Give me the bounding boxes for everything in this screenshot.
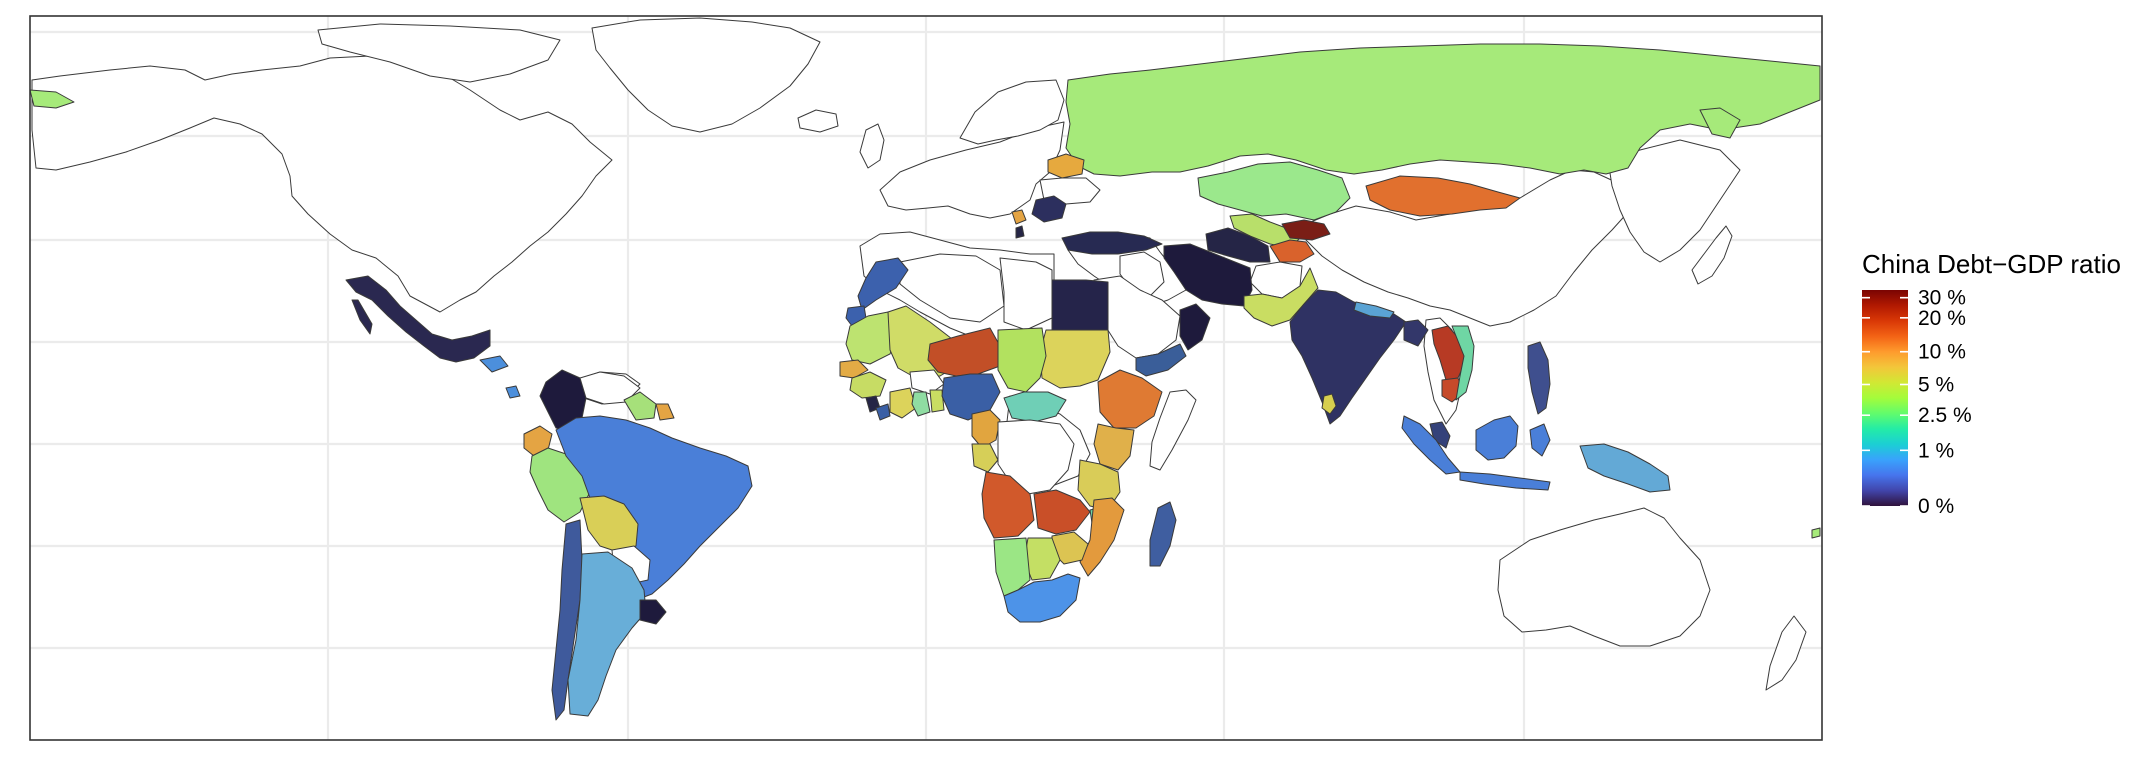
country-png bbox=[1579, 443, 1671, 493]
country-liberia bbox=[875, 403, 891, 421]
country-russia-alaska-tip bbox=[29, 89, 75, 109]
country-senegal bbox=[839, 359, 869, 379]
country-mexico bbox=[345, 275, 491, 363]
country-guatemala bbox=[479, 355, 509, 373]
country-niger bbox=[927, 327, 1001, 377]
map-frame bbox=[29, 15, 1823, 741]
country-nepal bbox=[1353, 301, 1395, 319]
legend-colorbar bbox=[1862, 290, 1908, 506]
country-zambia bbox=[1033, 489, 1091, 535]
legend-tick-label: 0 % bbox=[1918, 495, 1954, 518]
country-chad bbox=[997, 327, 1047, 393]
country-drc bbox=[997, 419, 1075, 495]
country-togo-benin bbox=[929, 389, 945, 413]
country-cote-divoire bbox=[889, 387, 917, 419]
country-pakistan bbox=[1243, 267, 1319, 327]
country-guinea bbox=[849, 371, 887, 399]
iceland bbox=[797, 109, 839, 133]
country-philippines bbox=[1527, 341, 1551, 415]
arctic-islands bbox=[317, 23, 561, 83]
country-cameroon bbox=[971, 409, 1001, 449]
countries bbox=[29, 43, 1821, 721]
britain bbox=[859, 123, 885, 169]
country-russia-kamchatka bbox=[1699, 107, 1741, 139]
country-kazakhstan bbox=[1197, 161, 1351, 221]
country-mauritania bbox=[845, 311, 901, 365]
country-turkmenistan bbox=[1205, 227, 1271, 263]
country-bolivia bbox=[579, 495, 639, 553]
country-falklands bbox=[1811, 527, 1821, 539]
somalia bbox=[1149, 389, 1197, 471]
country-borneo bbox=[1475, 415, 1519, 461]
scandinavia bbox=[959, 79, 1065, 145]
country-ghana bbox=[911, 391, 931, 417]
country-madagascar bbox=[1149, 501, 1177, 567]
country-bangladesh bbox=[1403, 319, 1429, 347]
east-asia bbox=[1607, 139, 1741, 263]
legend-tick-label: 30 % bbox=[1918, 287, 1966, 310]
country-india bbox=[1289, 289, 1407, 425]
north-america-landmass bbox=[31, 55, 613, 313]
country-yemen bbox=[1135, 343, 1187, 377]
country-morocco bbox=[857, 257, 909, 311]
country-ethiopia bbox=[1097, 369, 1163, 429]
country-belarus bbox=[1047, 153, 1085, 179]
country-car bbox=[1003, 391, 1067, 423]
country-romania bbox=[1031, 195, 1067, 223]
country-vietnam bbox=[1451, 325, 1475, 401]
europe bbox=[879, 121, 1065, 219]
legend: China Debt−GDP ratio 30 %20 % 10 % 5 % 2.5 … bbox=[1862, 249, 2121, 518]
legend-ticks: 30 %20 % 10 % 5 % 2.5 % 1 % 0 % bbox=[1862, 287, 1972, 518]
country-oman bbox=[1179, 303, 1211, 351]
legend-tick-label: 1 % bbox=[1918, 439, 1954, 462]
australia bbox=[1497, 507, 1711, 647]
country-turkey bbox=[1061, 231, 1163, 255]
legend-tick-label: 5 % bbox=[1918, 373, 1954, 396]
country-angola bbox=[981, 471, 1035, 539]
country-baja bbox=[351, 299, 373, 335]
country-libya bbox=[999, 257, 1053, 331]
greenland bbox=[591, 17, 821, 133]
legend-title: China Debt−GDP ratio bbox=[1862, 249, 2121, 279]
country-sudan bbox=[1039, 329, 1111, 389]
legend-tick-label: 20 % bbox=[1918, 307, 1966, 330]
country-montenegro bbox=[1015, 225, 1025, 239]
country-suriname bbox=[655, 403, 675, 421]
country-kyrgyzstan bbox=[1281, 219, 1331, 241]
country-sulawesi bbox=[1529, 423, 1551, 457]
japan bbox=[1691, 225, 1733, 285]
country-argentina bbox=[567, 551, 647, 717]
country-burkina bbox=[909, 369, 945, 395]
country-mongolia bbox=[1365, 175, 1521, 217]
country-serbia bbox=[1011, 209, 1027, 225]
country-algeria bbox=[899, 253, 1005, 323]
country-egypt bbox=[1051, 279, 1109, 331]
china bbox=[1305, 169, 1631, 327]
country-congo bbox=[971, 443, 999, 473]
country-indonesia-java bbox=[1459, 471, 1551, 491]
country-kenya bbox=[1093, 423, 1135, 471]
country-sri-lanka bbox=[1321, 393, 1337, 415]
legend-tick-label: 2.5 % bbox=[1918, 404, 1972, 427]
new-zealand bbox=[1765, 615, 1807, 691]
country-guyana bbox=[623, 391, 657, 421]
legend-tick-label: 10 % bbox=[1918, 341, 1966, 364]
country-uruguay bbox=[639, 599, 667, 625]
country-indonesia-sumatra bbox=[1401, 415, 1461, 475]
country-russia bbox=[1065, 43, 1821, 177]
country-costa-rica bbox=[505, 385, 521, 399]
country-south-africa bbox=[1003, 573, 1081, 623]
